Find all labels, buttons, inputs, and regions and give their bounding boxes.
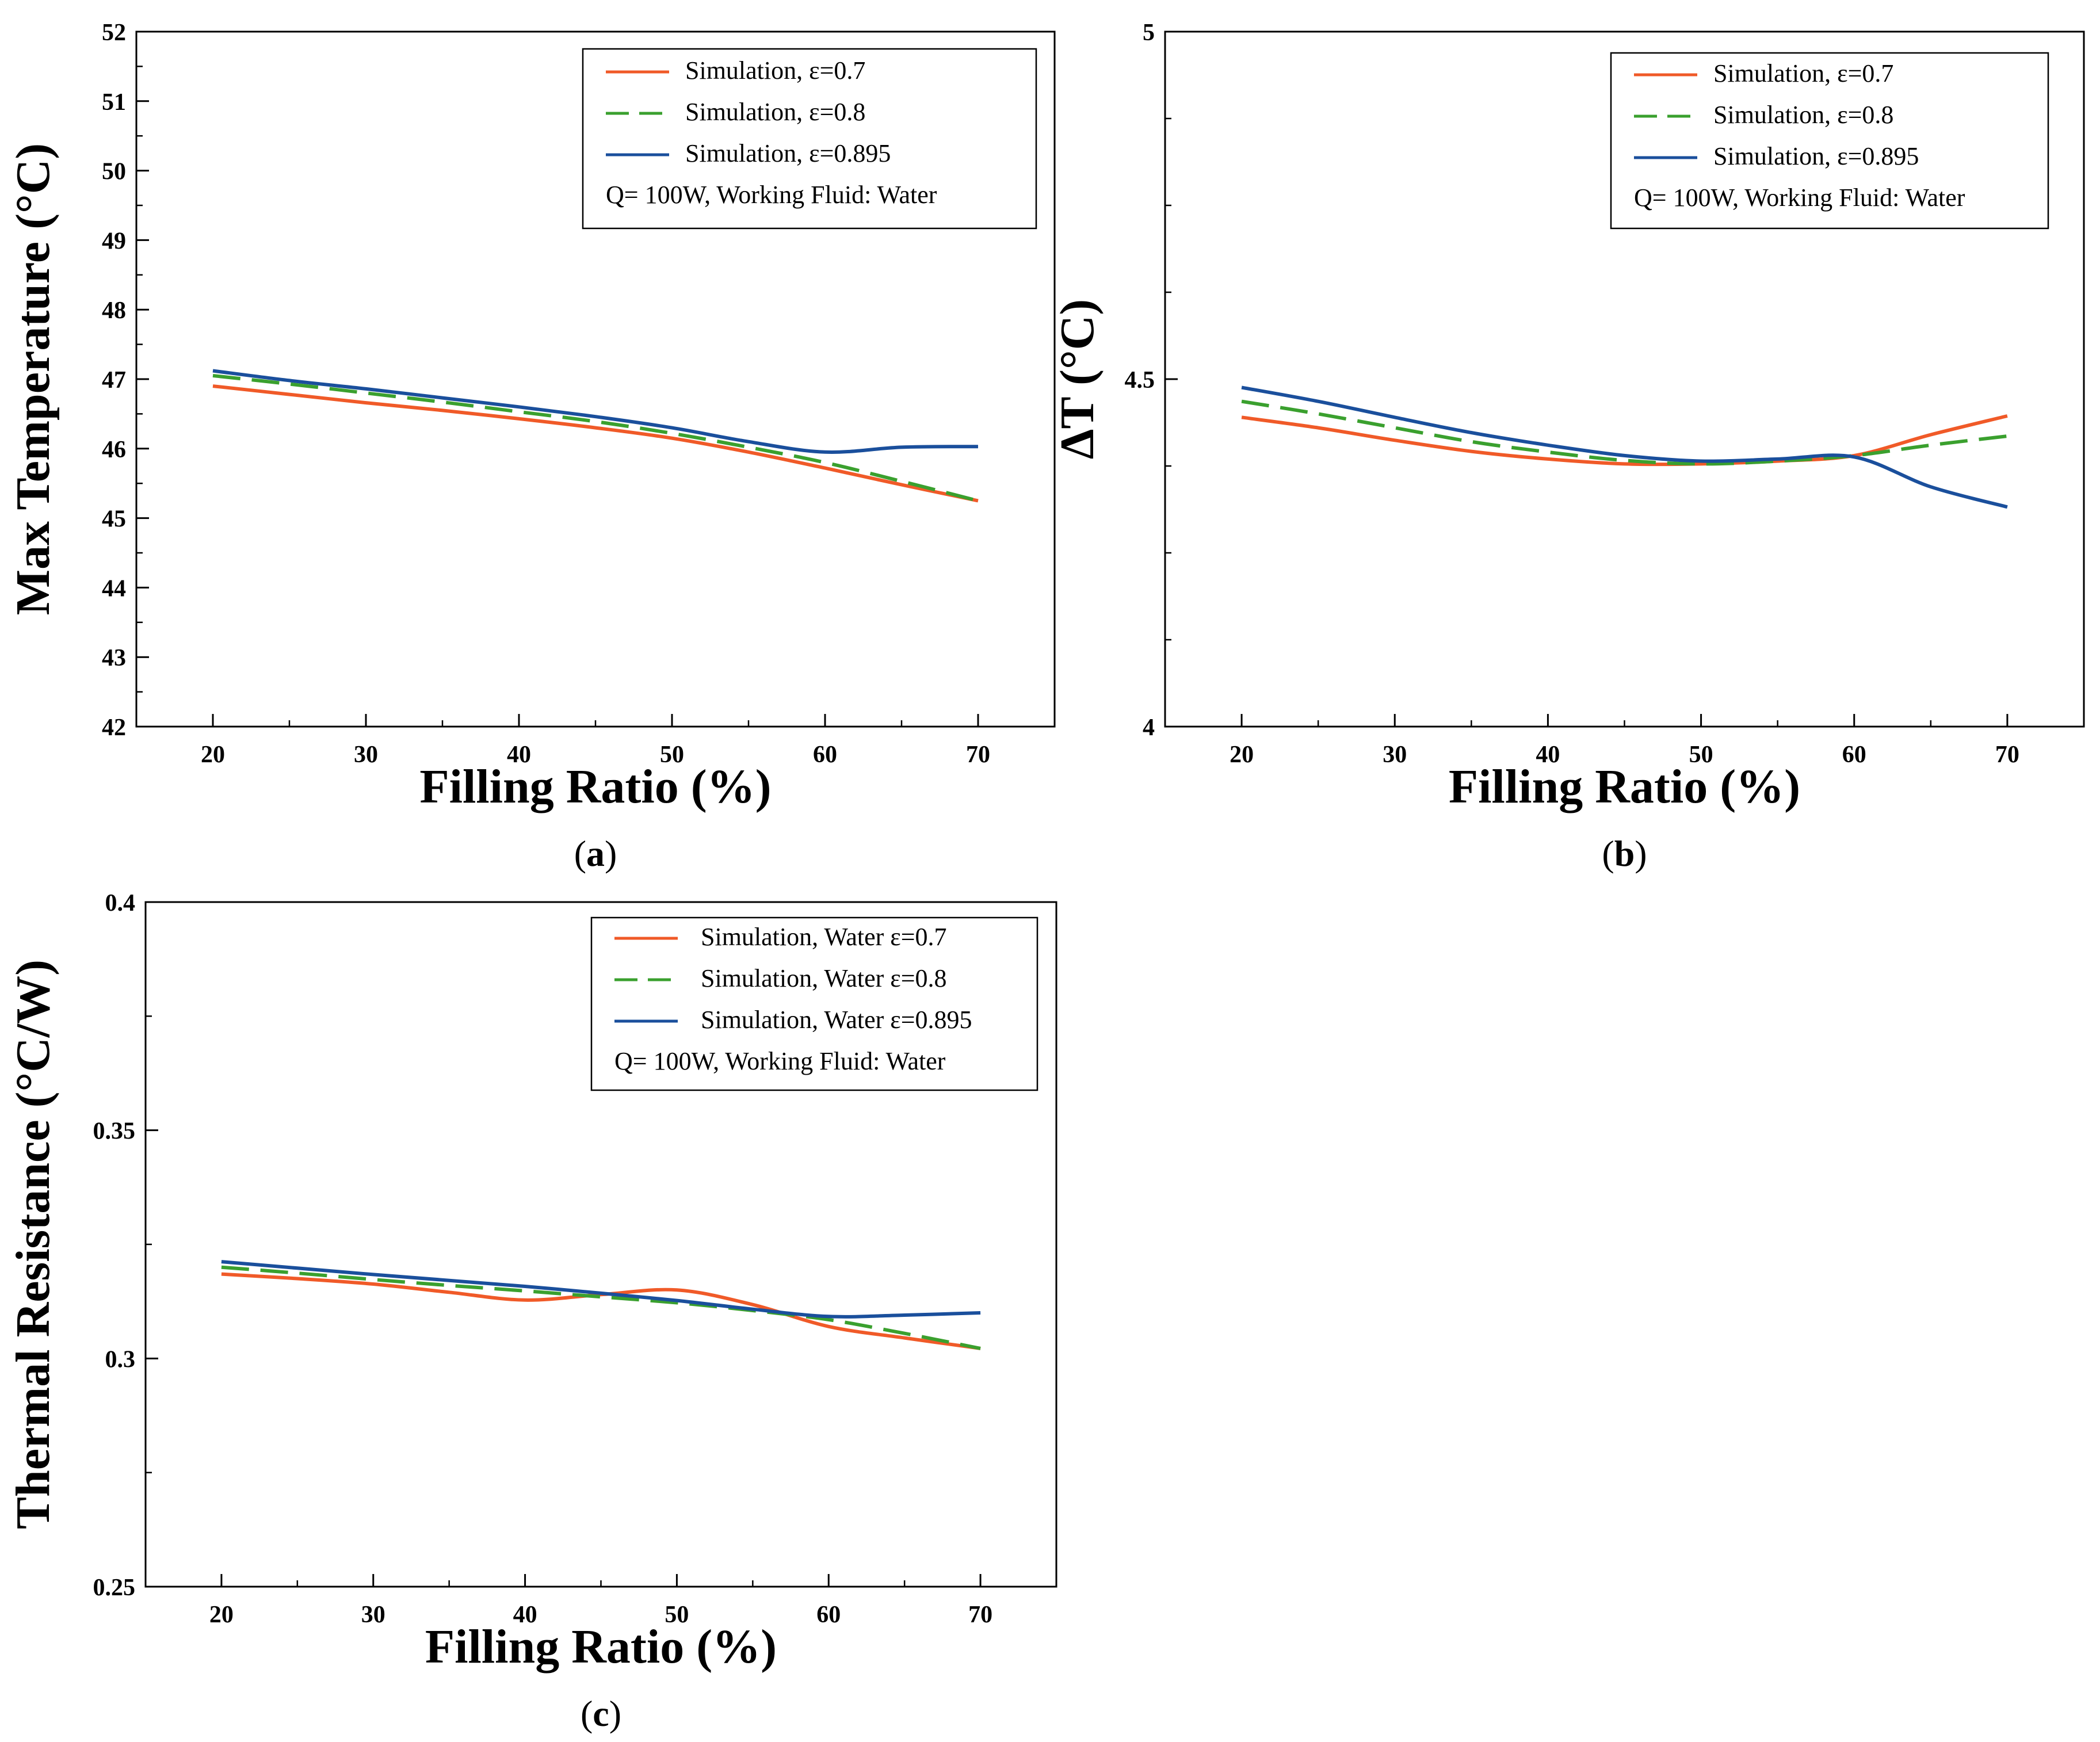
legend-label-1: Simulation, ε=0.7 xyxy=(685,56,865,85)
x-tick-label: 30 xyxy=(361,1602,385,1628)
x-tick-label: 20 xyxy=(201,742,225,768)
y-tick-label: 4.5 xyxy=(1125,367,1155,394)
legend-label-1: Simulation, ε=0.7 xyxy=(1713,59,1893,87)
y-tick-label: 52 xyxy=(102,20,126,46)
x-tick-label: 50 xyxy=(1689,742,1713,768)
y-axis-title: Max Temperature (°C) xyxy=(6,143,60,616)
y-tick-label: 0.3 xyxy=(105,1346,136,1373)
y-tick-label: 47 xyxy=(102,367,126,394)
legend-label-3: Simulation, ε=0.895 xyxy=(685,139,891,167)
x-tick-label: 60 xyxy=(813,742,837,768)
legend-label-1: Simulation, Water ε=0.7 xyxy=(701,923,947,951)
series-line-1 xyxy=(212,384,979,503)
legend-box xyxy=(582,48,1037,230)
series-line-2 xyxy=(212,374,979,503)
y-tick-label: 0.4 xyxy=(105,890,136,916)
x-axis-title: Filling Ratio (%) xyxy=(419,760,771,813)
x-axis-title: Filling Ratio (%) xyxy=(425,1620,777,1674)
series-line-2 xyxy=(1241,399,2008,466)
y-tick-label: 44 xyxy=(102,575,126,602)
legend-label-3: Simulation, Water ε=0.895 xyxy=(701,1006,972,1034)
legend-label-2: Simulation, Water ε=0.8 xyxy=(701,964,947,992)
x-tick-label: 40 xyxy=(513,1602,537,1628)
chart-a: 20 30 40 50 60 70 42 43 44 45 46 47 48 49 50 51 52 Fillin… xyxy=(6,20,1056,874)
x-tick-label: 50 xyxy=(660,742,684,768)
y-axis-title: ΔT (°C) xyxy=(1051,299,1104,459)
panel-label: (b) xyxy=(1602,833,1647,874)
y-tick-label: 50 xyxy=(102,159,126,185)
y-tick-label: 0.35 xyxy=(93,1118,136,1145)
y-tick-label: 43 xyxy=(102,645,126,671)
legend-note: Q= 100W, Working Fluid: Water xyxy=(1634,184,1965,212)
x-tick-label: 60 xyxy=(1842,742,1866,768)
chart-b: 20 30 40 50 60 70 4 4.5 5 Filling Ratio (%) ΔT (°C… xyxy=(1051,20,2085,874)
x-tick-label: 70 xyxy=(1995,742,2019,768)
y-tick-label: 5 xyxy=(1143,20,1155,46)
legend: Simulation, ε=0.7 Simulation, ε=0.8 Simula… xyxy=(582,48,1037,230)
chart-c: 20 30 40 50 60 70 0.25 0.3 0.35 0.4 Filling Ratio … xyxy=(6,890,1057,1734)
series-line-3 xyxy=(212,369,979,454)
legend-box xyxy=(1610,52,2049,230)
legend: Simulation, Water ε=0.7 Simulation, Water… xyxy=(590,916,1038,1091)
legend-box xyxy=(590,916,1038,1091)
y-tick-label: 49 xyxy=(102,228,126,254)
y-tick-label: 4 xyxy=(1143,715,1155,741)
legend-label-3: Simulation, ε=0.895 xyxy=(1713,142,1919,170)
series-line-3 xyxy=(221,1260,981,1319)
legend-label-2: Simulation, ε=0.8 xyxy=(1713,101,1893,129)
x-tick-label: 40 xyxy=(507,742,531,768)
panel-label: (a) xyxy=(574,833,617,874)
panel-label: (c) xyxy=(581,1693,621,1734)
y-axis-title: Thermal Resistance (°C/W) xyxy=(6,960,60,1529)
series-line-2 xyxy=(221,1265,981,1350)
legend: Simulation, ε=0.7 Simulation, ε=0.8 Simula… xyxy=(1610,52,2049,230)
x-tick-label: 50 xyxy=(665,1602,689,1628)
x-tick-label: 20 xyxy=(1230,742,1254,768)
y-tick-label: 46 xyxy=(102,437,126,463)
y-tick-label: 51 xyxy=(102,89,126,116)
x-axis-title: Filling Ratio (%) xyxy=(1449,760,1800,813)
x-tick-label: 30 xyxy=(1383,742,1407,768)
x-tick-label: 30 xyxy=(354,742,378,768)
legend-note: Q= 100W, Working Fluid: Water xyxy=(606,181,937,209)
legend-note: Q= 100W, Working Fluid: Water xyxy=(614,1047,946,1075)
x-tick-label: 60 xyxy=(816,1602,841,1628)
series-line-1 xyxy=(1241,414,2008,467)
y-tick-label: 48 xyxy=(102,297,126,324)
y-tick-label: 42 xyxy=(102,715,126,741)
x-tick-label: 70 xyxy=(966,742,990,768)
x-tick-label: 70 xyxy=(968,1602,992,1628)
legend-label-2: Simulation, ε=0.8 xyxy=(685,98,865,126)
series-line-3 xyxy=(1241,385,2008,509)
x-tick-label: 40 xyxy=(1536,742,1560,768)
series-line-1 xyxy=(221,1272,981,1350)
x-tick-label: 20 xyxy=(209,1602,234,1628)
y-tick-label: 45 xyxy=(102,506,126,533)
y-tick-label: 0.25 xyxy=(93,1575,136,1601)
